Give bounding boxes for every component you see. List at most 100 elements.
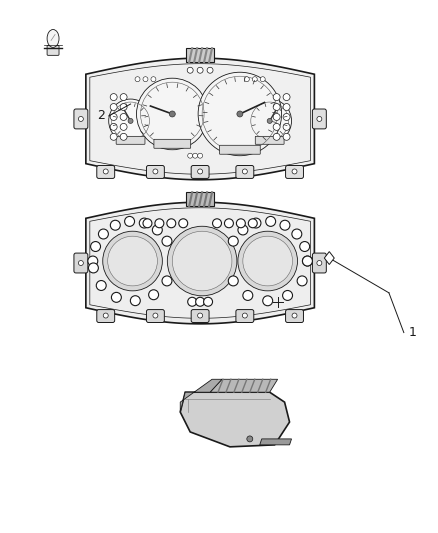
- Circle shape: [110, 114, 117, 120]
- Circle shape: [103, 169, 108, 174]
- Circle shape: [155, 219, 164, 228]
- Circle shape: [242, 169, 247, 174]
- Circle shape: [228, 236, 238, 246]
- FancyBboxPatch shape: [97, 310, 115, 322]
- FancyBboxPatch shape: [286, 166, 304, 179]
- Circle shape: [139, 218, 149, 228]
- FancyBboxPatch shape: [74, 109, 88, 129]
- Circle shape: [283, 290, 293, 301]
- Circle shape: [273, 103, 280, 110]
- Circle shape: [187, 67, 193, 73]
- Circle shape: [111, 293, 121, 302]
- Circle shape: [266, 216, 276, 227]
- Circle shape: [88, 263, 99, 273]
- Circle shape: [110, 103, 117, 110]
- FancyBboxPatch shape: [154, 139, 191, 148]
- FancyBboxPatch shape: [312, 109, 326, 129]
- Circle shape: [243, 290, 253, 301]
- FancyBboxPatch shape: [312, 253, 326, 273]
- Circle shape: [283, 133, 290, 140]
- Circle shape: [242, 313, 247, 318]
- Circle shape: [303, 256, 312, 266]
- Circle shape: [273, 94, 280, 101]
- Circle shape: [120, 114, 127, 120]
- Circle shape: [237, 219, 245, 228]
- Circle shape: [110, 94, 117, 101]
- Circle shape: [238, 231, 297, 291]
- Circle shape: [198, 72, 282, 156]
- Circle shape: [193, 153, 198, 158]
- Circle shape: [263, 296, 273, 306]
- Circle shape: [120, 124, 127, 131]
- Circle shape: [188, 297, 197, 306]
- Circle shape: [151, 77, 156, 82]
- Circle shape: [88, 256, 98, 266]
- FancyBboxPatch shape: [146, 310, 164, 322]
- Circle shape: [317, 116, 322, 122]
- Circle shape: [252, 77, 257, 82]
- Circle shape: [143, 219, 152, 228]
- Circle shape: [297, 276, 307, 286]
- Circle shape: [317, 261, 322, 265]
- Circle shape: [196, 297, 205, 306]
- FancyBboxPatch shape: [74, 253, 88, 273]
- Circle shape: [167, 219, 176, 228]
- Circle shape: [96, 280, 106, 290]
- Text: 1: 1: [409, 326, 417, 339]
- Circle shape: [137, 78, 208, 150]
- Circle shape: [135, 77, 140, 82]
- Circle shape: [300, 241, 310, 252]
- Circle shape: [243, 236, 293, 286]
- Text: 2: 2: [97, 109, 105, 123]
- Circle shape: [224, 219, 233, 228]
- Circle shape: [153, 313, 158, 318]
- Circle shape: [198, 153, 203, 158]
- Circle shape: [283, 94, 290, 101]
- Circle shape: [247, 436, 253, 442]
- Circle shape: [78, 261, 83, 265]
- Circle shape: [188, 153, 193, 158]
- Circle shape: [128, 118, 133, 124]
- Circle shape: [237, 111, 243, 117]
- Circle shape: [110, 124, 117, 131]
- Circle shape: [162, 236, 172, 246]
- FancyBboxPatch shape: [255, 136, 284, 144]
- FancyBboxPatch shape: [97, 166, 115, 179]
- Circle shape: [110, 220, 120, 230]
- FancyBboxPatch shape: [286, 310, 304, 322]
- Polygon shape: [210, 379, 278, 392]
- Circle shape: [120, 103, 127, 110]
- Polygon shape: [180, 379, 222, 412]
- Circle shape: [273, 114, 280, 120]
- Circle shape: [125, 216, 134, 227]
- Circle shape: [172, 231, 232, 291]
- Circle shape: [267, 118, 272, 124]
- Circle shape: [273, 124, 280, 131]
- Circle shape: [204, 297, 212, 306]
- Circle shape: [109, 99, 152, 143]
- Circle shape: [238, 225, 248, 235]
- FancyBboxPatch shape: [47, 45, 59, 55]
- FancyBboxPatch shape: [219, 146, 260, 154]
- Circle shape: [198, 169, 203, 174]
- Circle shape: [260, 77, 265, 82]
- Circle shape: [228, 276, 238, 286]
- Circle shape: [244, 77, 249, 82]
- Circle shape: [207, 67, 213, 73]
- Circle shape: [283, 114, 290, 120]
- Circle shape: [248, 219, 257, 228]
- Circle shape: [162, 276, 172, 286]
- Circle shape: [212, 219, 222, 228]
- FancyBboxPatch shape: [186, 48, 214, 62]
- Circle shape: [303, 256, 312, 266]
- Circle shape: [120, 133, 127, 140]
- FancyBboxPatch shape: [116, 136, 145, 144]
- Circle shape: [131, 296, 140, 305]
- Circle shape: [167, 226, 237, 296]
- Polygon shape: [180, 392, 290, 447]
- Circle shape: [292, 229, 302, 239]
- Circle shape: [120, 94, 127, 101]
- FancyBboxPatch shape: [236, 310, 254, 322]
- FancyBboxPatch shape: [191, 166, 209, 179]
- Circle shape: [292, 313, 297, 318]
